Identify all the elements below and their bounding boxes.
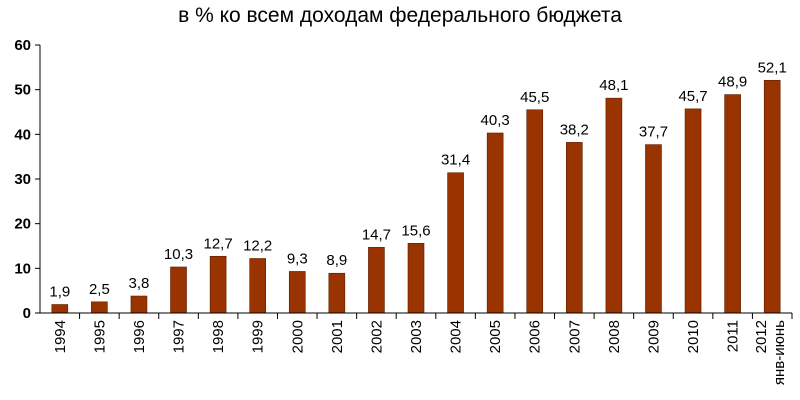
y-tick-label: 0 (23, 305, 31, 322)
bar-2007 (566, 142, 583, 314)
x-tick-label-1998: 1998 (210, 320, 227, 353)
y-tick-label: 10 (14, 260, 31, 277)
data-label-2006: 45,5 (520, 89, 549, 106)
data-label-1997: 10,3 (164, 246, 193, 263)
bars: 1,9 2,5 3,8 10,3 12,7 12,2 9,3 8,9 14,7 15,6 31,4 4… (49, 59, 787, 314)
x-tick-sublabel-2012: янв-июнь (771, 320, 788, 385)
data-label-1994: 1,9 (49, 284, 70, 301)
y-tick-label: 30 (14, 171, 31, 188)
bar-2006 (526, 109, 544, 314)
bar-2011 (724, 94, 741, 314)
x-tick-label-2010: 2010 (685, 320, 702, 353)
bar-1994 (51, 304, 69, 314)
bar-2008 (605, 97, 623, 314)
bar-2010 (684, 108, 702, 314)
bar-2001 (328, 272, 346, 314)
data-label-2012: 52,1 (758, 59, 787, 76)
bar-1995 (91, 301, 108, 314)
data-label-2007: 38,2 (560, 121, 589, 138)
bar-1999 (249, 258, 266, 314)
x-tick-label-1995: 1995 (91, 320, 108, 353)
x-tick-label-1997: 1997 (171, 320, 188, 353)
x-tick-label-2000: 2000 (289, 320, 306, 353)
x-tick-label-1996: 1996 (131, 320, 148, 353)
bar-2009 (645, 144, 662, 314)
data-label-1995: 2,5 (89, 281, 110, 298)
bar-2000 (288, 271, 306, 314)
x-tick-label-2008: 2008 (606, 320, 623, 353)
y-tick-label: 40 (14, 126, 31, 143)
data-label-2010: 45,7 (678, 88, 707, 105)
data-label-2009: 37,7 (639, 124, 668, 141)
x-tick-label-2011: 2011 (725, 320, 742, 352)
x-tick-label-1994: 1994 (52, 320, 69, 353)
bar-2004 (447, 172, 464, 314)
bar-1996 (130, 295, 148, 314)
data-label-1998: 12,7 (204, 235, 233, 252)
y-tick-label: 50 (14, 82, 31, 99)
y-axis: 0 10 20 30 40 50 60 (14, 37, 41, 322)
chart-title: в % ко всем доходам федерального бюджета (178, 4, 622, 27)
data-label-2002: 14,7 (362, 226, 391, 243)
bar-2012 (763, 79, 781, 314)
data-label-2000: 9,3 (287, 250, 308, 267)
x-tick-label-2001: 2001 (329, 320, 346, 353)
x-tick-label-2005: 2005 (487, 320, 504, 353)
bar-1997 (170, 266, 187, 314)
y-tick-label: 20 (14, 216, 31, 233)
x-axis: 1994 1995 1996 1997 1998 1999 2000 2001 2002 2003… (40, 312, 793, 385)
x-tick-label-2009: 2009 (645, 320, 662, 353)
data-label-2001: 8,9 (326, 252, 347, 269)
data-label-1996: 3,8 (129, 275, 150, 292)
x-tick-label-2006: 2006 (527, 320, 544, 353)
x-tick-label-2007: 2007 (566, 320, 583, 353)
data-label-2005: 40,3 (481, 112, 510, 129)
bar-2003 (407, 243, 425, 314)
x-tick-label-2002: 2002 (368, 320, 385, 353)
x-tick-label-2004: 2004 (448, 320, 465, 353)
data-label-1999: 12,2 (243, 238, 272, 255)
x-tick-label-2012: 2012 (753, 320, 770, 353)
bar-1998 (209, 255, 227, 314)
data-label-2004: 31,4 (441, 152, 470, 169)
x-tick-label-1999: 1999 (250, 320, 267, 353)
data-label-2003: 15,6 (401, 222, 430, 239)
y-tick-label: 60 (14, 37, 31, 54)
bar-2002 (368, 247, 385, 314)
x-tick-label-2003: 2003 (408, 320, 425, 353)
data-label-2008: 48,1 (599, 77, 628, 94)
data-label-2011: 48,9 (718, 74, 747, 91)
bar-2005 (486, 132, 504, 314)
